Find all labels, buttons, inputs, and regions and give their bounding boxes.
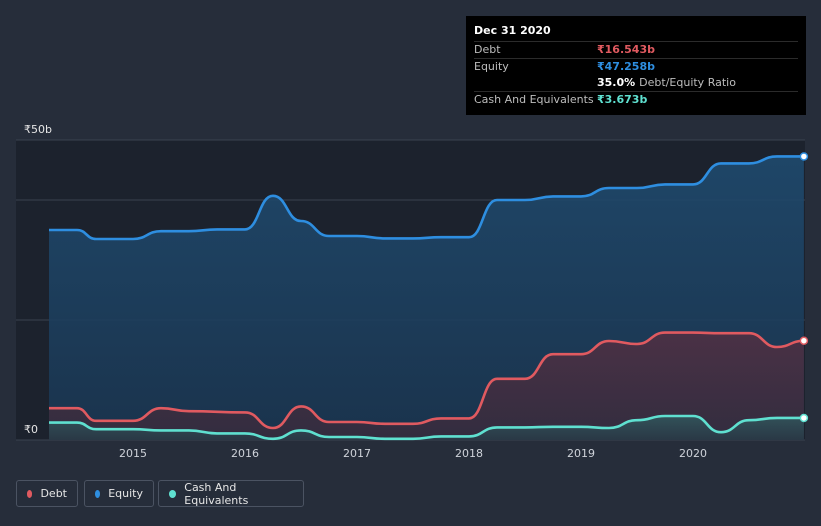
tooltip-row-debt: Debt ₹16.543b [474, 41, 798, 58]
legend-item-debt[interactable]: Debt [16, 480, 78, 507]
tooltip-debt-label: Debt [474, 43, 501, 56]
cash-and-equivalents-line [48, 414, 804, 441]
x-tick-label: 2018 [455, 447, 483, 460]
legend-item-equity[interactable]: Equity [84, 480, 154, 507]
tooltip-debt-value: ₹16.543b [597, 43, 655, 56]
tooltip-cash-label: Cash And Equivalents [474, 93, 594, 106]
x-tick-label: 2016 [231, 447, 259, 460]
legend-equity-label: Equity [108, 487, 143, 500]
legend-equity-dot [95, 489, 101, 498]
tooltip-row-equity: Equity ₹47.258b [474, 58, 798, 75]
equity-line [48, 155, 804, 241]
legend-debt-label: Debt [40, 487, 67, 500]
tooltip-ratio-label: Debt/Equity Ratio [639, 76, 736, 89]
tooltip-ratio-spacer [474, 75, 597, 91]
y-axis-ticks: ₹50b ₹0 [24, 123, 52, 436]
debt-line [49, 331, 804, 430]
series-lines [48, 155, 804, 441]
legend-debt-dot [27, 489, 33, 498]
tooltip-date: Dec 31 2020 [474, 24, 551, 37]
series-end-markers [799, 152, 809, 423]
tooltip-cash-value: ₹3.673b [597, 93, 648, 106]
y-tick-label: ₹0 [24, 423, 38, 436]
x-axis-ticks: 2015 2016 2017 2018 2019 2020 [119, 447, 707, 460]
tooltip-ratio-value: 35.0% [597, 76, 636, 89]
tooltip-equity-value: ₹47.258b [597, 60, 655, 73]
x-tick-label: 2019 [567, 447, 595, 460]
tooltip-equity-label: Equity [474, 60, 509, 73]
tooltip-row-ratio: 35.0% Debt/Equity Ratio [474, 75, 798, 91]
tooltip-row-cash: Cash And Equivalents ₹3.673b [474, 91, 798, 108]
x-tick-label: 2017 [343, 447, 371, 460]
legend-cash-label: Cash And Equivalents [184, 480, 249, 507]
cash-and-equivalents-end-marker [799, 413, 809, 423]
debt-end-marker [799, 336, 809, 345]
legend-cash-dot [169, 489, 177, 498]
equity-end-marker [799, 152, 809, 161]
tooltip: Dec 31 2020 Debt ₹16.543b Equity ₹47.258… [466, 16, 806, 115]
legend-item-cash[interactable]: Cash And Equivalents [158, 480, 304, 507]
y-tick-label: ₹50b [24, 123, 52, 136]
x-tick-label: 2015 [119, 447, 147, 460]
x-tick-label: 2020 [679, 447, 707, 460]
